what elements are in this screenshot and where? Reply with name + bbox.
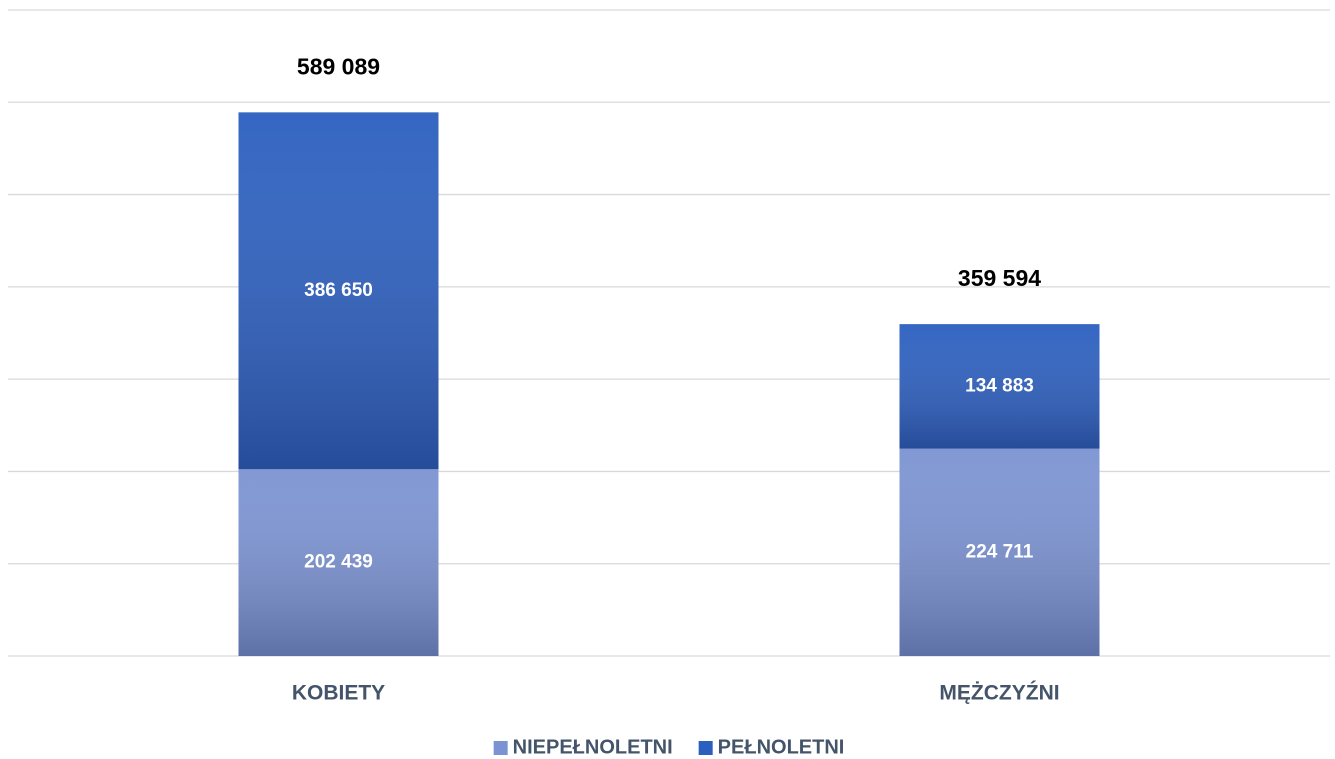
data-label: 202 439 [304, 552, 373, 573]
legend-label: PEŁNOLETNI [718, 736, 845, 758]
bar-shade [899, 448, 1100, 656]
total-label: 589 089 [297, 53, 380, 79]
legend-swatch [698, 741, 713, 755]
total-label: 359 594 [958, 265, 1041, 291]
data-label: 134 883 [965, 375, 1034, 396]
data-label: 224 711 [966, 541, 1034, 562]
bar-shade [238, 112, 439, 470]
bar-shade [238, 469, 439, 656]
x-tick-label: KOBIETY [292, 682, 385, 705]
legend-label: NIEPEŁNOLETNI [513, 736, 673, 758]
legend: NIEPEŁNOLETNI PEŁNOLETNI [493, 736, 845, 758]
bar-shade [899, 324, 1100, 449]
x-tick-label: MĘŻCZYŹNI [939, 682, 1059, 705]
legend-swatch [493, 741, 508, 755]
data-label: 386 650 [304, 280, 373, 301]
